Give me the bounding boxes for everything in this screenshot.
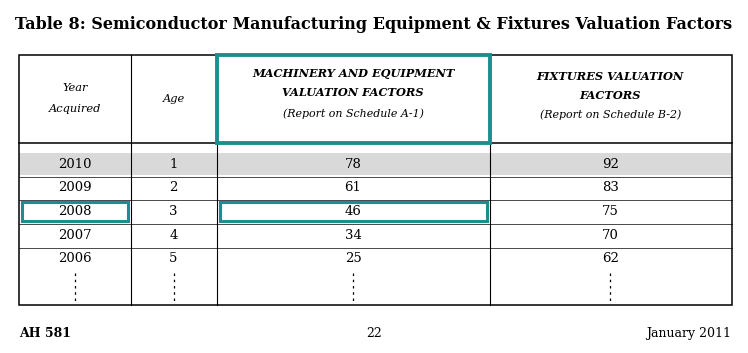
Text: AH 581: AH 581	[19, 327, 71, 340]
Text: 70: 70	[602, 229, 619, 241]
Text: 1: 1	[169, 158, 178, 170]
Text: 83: 83	[602, 181, 619, 194]
Text: 46: 46	[345, 205, 361, 218]
Text: 92: 92	[602, 158, 619, 170]
Bar	[19, 55, 732, 305]
Text: 25: 25	[345, 252, 361, 265]
Text: 2006: 2006	[58, 252, 91, 265]
Text: 2009: 2009	[58, 181, 91, 194]
Text: 2008: 2008	[58, 205, 91, 218]
Bar	[19, 153, 732, 175]
Text: (Report on Schedule A-1): (Report on Schedule A-1)	[283, 108, 423, 119]
Bar	[220, 202, 487, 221]
Text: 34: 34	[345, 229, 361, 241]
Text: January 2011: January 2011	[646, 327, 732, 340]
Text: 3: 3	[169, 205, 178, 218]
Text: Year: Year	[62, 83, 88, 93]
Text: Table 8: Semiconductor Manufacturing Equipment & Fixtures Valuation Factors: Table 8: Semiconductor Manufacturing Equ…	[16, 16, 732, 33]
Bar	[22, 202, 128, 221]
Text: FIXTURES VALUATION: FIXTURES VALUATION	[537, 71, 684, 83]
Text: 2: 2	[169, 181, 178, 194]
Text: 75: 75	[602, 205, 619, 218]
Text: 22: 22	[366, 327, 382, 340]
Text: MACHINERY AND EQUIPMENT: MACHINERY AND EQUIPMENT	[252, 68, 454, 79]
Bar	[217, 55, 490, 143]
Text: 4: 4	[169, 229, 178, 241]
Text: 78: 78	[345, 158, 361, 170]
Text: Acquired: Acquired	[49, 104, 101, 114]
Text: Age: Age	[162, 94, 185, 104]
Text: 61: 61	[345, 181, 361, 194]
Text: 2007: 2007	[58, 229, 91, 241]
Text: 62: 62	[602, 252, 619, 265]
Text: FACTORS: FACTORS	[580, 90, 641, 101]
Text: 5: 5	[169, 252, 178, 265]
Text: VALUATION FACTORS: VALUATION FACTORS	[282, 87, 424, 98]
Text: 2010: 2010	[58, 158, 91, 170]
Text: (Report on Schedule B-2): (Report on Schedule B-2)	[540, 109, 681, 120]
